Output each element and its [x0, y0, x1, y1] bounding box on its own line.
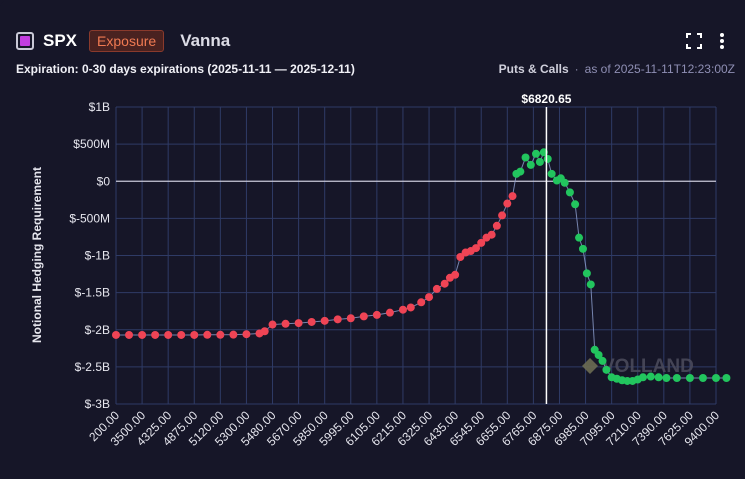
data-point[interactable]	[598, 356, 607, 365]
data-point[interactable]	[477, 238, 486, 247]
data-point[interactable]	[578, 244, 587, 253]
metric-title: Vanna	[180, 31, 231, 50]
data-point[interactable]	[594, 350, 603, 359]
chart-grid	[115, 106, 717, 405]
data-point[interactable]	[532, 149, 540, 158]
svg-text:VOLLAND: VOLLAND	[602, 356, 694, 377]
data-point[interactable]	[602, 365, 611, 374]
data-point[interactable]	[685, 374, 694, 383]
y-tick-label: $500M	[73, 137, 110, 151]
filter-info: Puts & Calls · as of 2025-11-11T12:23:00…	[499, 62, 735, 76]
data-point[interactable]	[547, 169, 556, 178]
data-point[interactable]	[398, 305, 407, 314]
separator-dot: ·	[574, 62, 579, 76]
y-tick-label: $-2.5B	[75, 360, 110, 374]
y-tick-label: $-1.5B	[75, 286, 110, 300]
data-point[interactable]	[451, 270, 460, 279]
chart-header: SPX Exposure Vanna	[16, 28, 230, 54]
data-point[interactable]	[125, 330, 134, 339]
data-point[interactable]	[294, 319, 303, 328]
data-point[interactable]	[575, 233, 584, 242]
data-point[interactable]	[320, 316, 329, 325]
data-point[interactable]	[492, 221, 501, 230]
data-point[interactable]	[229, 330, 238, 339]
data-point[interactable]	[138, 330, 147, 339]
spot-price-marker: $6820.65	[521, 92, 572, 404]
data-point[interactable]	[268, 320, 277, 329]
data-point[interactable]	[372, 310, 381, 319]
spot-price-label: $6820.65	[521, 92, 571, 106]
data-point[interactable]	[712, 374, 720, 383]
data-point[interactable]	[535, 157, 544, 166]
y-tick-label: $-1B	[85, 249, 110, 263]
data-point[interactable]	[307, 317, 316, 326]
data-point[interactable]	[698, 374, 707, 383]
data-point[interactable]	[508, 192, 517, 201]
data-point[interactable]	[164, 330, 173, 339]
y-axis: $1B $500M $0 $-500M $-1B $-1.5B $-2B $-2.5B $-3B	[69, 100, 110, 411]
y-tick-label: $-2B	[85, 323, 110, 337]
data-point[interactable]	[560, 178, 569, 187]
y-axis-label: Notional Hedging Requirement	[30, 167, 44, 343]
y-tick-label: $0	[97, 174, 111, 188]
data-point[interactable]	[417, 298, 426, 307]
data-point[interactable]	[190, 330, 199, 339]
ticker-symbol: SPX	[43, 31, 78, 50]
data-point[interactable]	[646, 372, 655, 381]
data-point[interactable]	[638, 373, 647, 382]
data-point[interactable]	[177, 330, 186, 339]
data-point[interactable]	[216, 330, 225, 339]
data-point[interactable]	[662, 374, 671, 383]
data-point[interactable]	[385, 308, 394, 317]
ticker-color-icon[interactable]	[16, 32, 34, 50]
data-point[interactable]	[346, 314, 355, 323]
data-point[interactable]	[503, 199, 512, 208]
data-point[interactable]	[203, 330, 212, 339]
data-point[interactable]	[112, 330, 120, 339]
data-point[interactable]	[281, 319, 290, 328]
subheader-row: Expiration: 0-30 days expirations (2025-…	[16, 62, 735, 78]
data-point[interactable]	[440, 279, 449, 288]
data-point[interactable]	[571, 200, 580, 209]
fullscreen-icon[interactable]	[683, 30, 705, 52]
data-point[interactable]	[406, 303, 415, 312]
data-point[interactable]	[242, 330, 251, 339]
data-point[interactable]	[526, 160, 535, 169]
more-vert-icon[interactable]	[711, 30, 733, 52]
data-point[interactable]	[487, 230, 496, 239]
as-of-timestamp: as of 2025-11-11T12:23:00Z	[584, 62, 735, 76]
data-point[interactable]	[359, 312, 368, 321]
option-type-filter[interactable]: Puts & Calls	[498, 62, 569, 76]
header-actions	[677, 30, 733, 52]
data-point[interactable]	[472, 244, 480, 253]
data-point[interactable]	[543, 154, 552, 163]
data-point[interactable]	[654, 373, 663, 382]
series-line	[116, 151, 727, 382]
data-point[interactable]	[456, 252, 465, 261]
data-point[interactable]	[516, 167, 525, 176]
data-point[interactable]	[498, 211, 507, 220]
expiration-range[interactable]: Expiration: 0-30 days expirations (2025-…	[16, 62, 355, 76]
y-tick-label: $-3B	[85, 397, 110, 411]
data-point[interactable]	[672, 374, 681, 383]
data-point[interactable]	[151, 330, 160, 339]
data-point[interactable]	[586, 280, 595, 289]
data-point[interactable]	[425, 293, 434, 302]
volland-watermark: VOLLAND	[582, 356, 694, 377]
data-point[interactable]	[333, 315, 342, 324]
data-point[interactable]	[722, 374, 731, 383]
data-point[interactable]	[260, 327, 269, 336]
x-axis: 200.003500.004325.004875.005120.005300.0…	[86, 408, 722, 449]
exposure-badge[interactable]: Exposure	[89, 30, 165, 52]
data-point[interactable]	[432, 284, 441, 293]
data-point[interactable]	[521, 153, 530, 162]
data-point[interactable]	[565, 188, 574, 197]
data-point[interactable]	[582, 269, 591, 278]
y-tick-label: $1B	[89, 100, 110, 114]
y-tick-label: $-500M	[69, 211, 110, 225]
